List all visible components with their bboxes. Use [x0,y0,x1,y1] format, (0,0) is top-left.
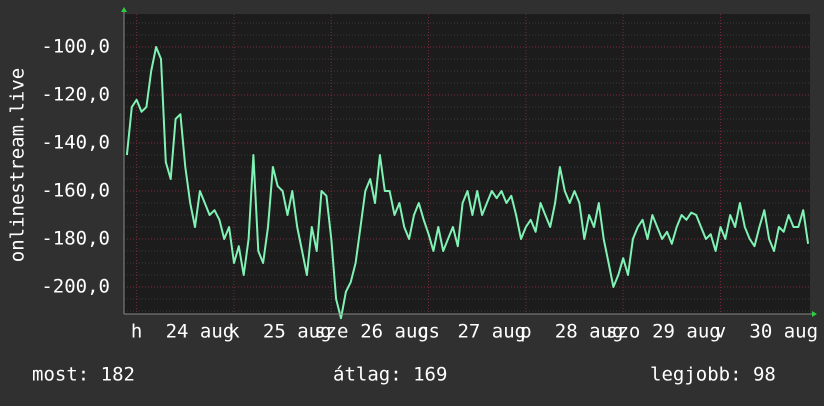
y-axis-arrow [121,7,127,12]
y-tick-label: -140,0 [41,132,110,154]
plot-area [124,14,810,314]
y-axis-label: onlinestream.live [7,68,29,262]
x-tick-label: h [131,321,142,343]
x-tick-label: 30 aug [749,321,818,343]
line-series [125,46,810,320]
x-tick-label: sze [314,321,348,343]
x-tick-label: k [228,321,240,343]
x-axis-arrow [812,311,817,317]
x-tick-label: cs [417,321,440,343]
stat-current: most: 182 [32,364,135,386]
y-tick-label: -100,0 [41,36,110,58]
x-tick-label: 29 aug [652,321,721,343]
y-tick-label: -180,0 [41,228,110,250]
x-tick-label: 27 aug [457,321,526,343]
x-tick-label: 28 aug [555,321,624,343]
y-tick-label: -120,0 [41,84,110,106]
x-tick-label: 26 aug [360,321,429,343]
y-tick-label: -160,0 [41,180,110,202]
stat-best: legjobb: 98 [650,364,776,386]
x-tick-label: v [715,321,726,343]
x-tick-label: p [520,321,531,343]
x-tick-label: szo [606,321,640,343]
y-tick-label: -200,0 [41,276,110,298]
x-tick-label: 24 aug [166,321,235,343]
x-tick-label: 25 aug [263,321,332,343]
stat-average: átlag: 169 [333,364,447,386]
